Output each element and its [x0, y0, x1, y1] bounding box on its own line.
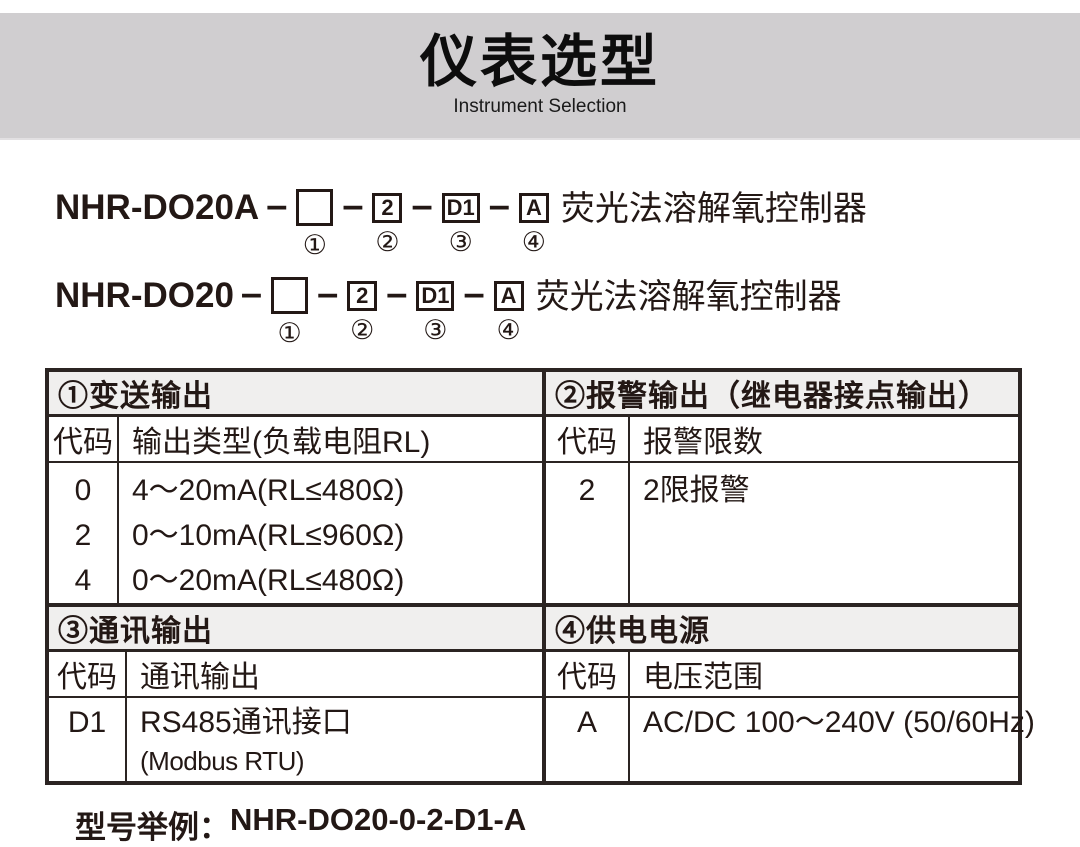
option-box-a: A — [518, 193, 549, 223]
dash-separator: – — [266, 185, 288, 227]
dash-separator: – — [411, 185, 433, 227]
section-title: ④供电电源 — [546, 607, 1018, 652]
circled-number-2: ② — [375, 227, 400, 257]
section-rows: A AC/DC 100～240V (50/60Hz) — [546, 698, 1035, 781]
page-title: 仪表选型 — [420, 29, 660, 94]
desc-values: RS485通讯接口 (Modbus RTU) — [127, 698, 542, 781]
section-rows: 2 2限报警 — [546, 463, 1018, 603]
section-power-supply: ④供电电源 代码 电压范围 A AC/DC 100～240V (50/60Hz) — [546, 607, 1035, 781]
model-example: 型号举例： NHR-DO20-0-2-D1-A — [75, 802, 1080, 847]
option-box-empty — [296, 189, 334, 226]
section-title: ②报警输出（继电器接点输出） — [546, 372, 1018, 417]
code-column-header: 代码 — [49, 417, 119, 461]
model-segment-2: 2 ② — [347, 274, 378, 345]
model-segment-4: A ④ — [493, 274, 524, 345]
desc-value: 4～20mA(RL≤480Ω) — [132, 474, 405, 507]
code-value: D1 — [67, 706, 107, 739]
section-rows: 0 2 4 4～20mA(RL≤480Ω) 0～10mA(RL≤960Ω) 0～… — [49, 463, 542, 603]
code-value: 4 — [74, 564, 92, 597]
column-headers: 代码 电压范围 — [546, 652, 1018, 698]
option-box-d1: D1 — [441, 193, 480, 223]
column-headers: 代码 通讯输出 — [49, 652, 542, 698]
code-values: A — [546, 698, 630, 781]
circled-number-2: ② — [350, 315, 375, 345]
desc-column-header: 电压范围 — [643, 661, 763, 694]
option-box-empty — [271, 277, 309, 314]
dash-separator: – — [488, 185, 510, 227]
section-transmit-output: ①变送输出 代码 输出类型(负载电阻RL) 0 2 4 4～20mA(RL≤48… — [49, 372, 546, 607]
desc-values: 2限报警 — [630, 463, 1018, 603]
model-segment-3: D1 ③ — [416, 274, 455, 345]
model-description: 荧光法溶解氧控制器 — [560, 190, 867, 228]
model-segment-2: 2 ② — [372, 186, 403, 257]
desc-value: AC/DC 100～240V (50/60Hz) — [643, 706, 1035, 739]
model-example-label: 型号举例： — [75, 810, 230, 845]
code-value: A — [576, 706, 597, 739]
model-line-nhr-do20: NHR-DO20 – ① – 2 ② – D1 ③ – A ④ 荧光法溶解氧控制… — [55, 274, 1080, 362]
desc-value: 2限报警 — [643, 474, 750, 507]
code-value: 2 — [578, 474, 596, 507]
desc-value: RS485通讯接口 — [140, 706, 352, 739]
option-box-2: 2 — [372, 193, 403, 223]
section-rows: D1 RS485通讯接口 (Modbus RTU) — [49, 698, 542, 781]
option-box-a: A — [493, 281, 524, 311]
section-communication-output: ③通讯输出 代码 通讯输出 D1 RS485通讯接口 (Modbus RTU) — [49, 607, 546, 781]
circled-number-1: ① — [302, 230, 327, 260]
code-column-header: 代码 — [546, 652, 630, 696]
model-segment-3: D1 ③ — [441, 186, 480, 257]
option-box-2: 2 — [347, 281, 378, 311]
option-box-d1: D1 — [416, 281, 455, 311]
code-column-header: 代码 — [546, 417, 630, 461]
dash-separator: – — [386, 273, 408, 315]
code-values: 0 2 4 — [49, 463, 119, 603]
desc-value-line2: (Modbus RTU) — [140, 746, 305, 776]
dash-separator: – — [240, 273, 263, 315]
code-column-header: 代码 — [49, 652, 127, 696]
desc-values: 4～20mA(RL≤480Ω) 0～10mA(RL≤960Ω) 0～20mA(R… — [119, 463, 542, 603]
page-header-banner: 仪表选型 Instrument Selection — [0, 13, 1080, 140]
circled-number-4: ④ — [521, 227, 546, 257]
dash-separator: – — [342, 185, 364, 227]
code-value: 0 — [74, 474, 92, 507]
desc-column-header: 报警限数 — [643, 426, 763, 459]
selection-table: ①变送输出 代码 输出类型(负载电阻RL) 0 2 4 4～20mA(RL≤48… — [45, 368, 1035, 785]
desc-column-header: 通讯输出 — [140, 661, 260, 694]
model-example-value: NHR-DO20-0-2-D1-A — [230, 802, 527, 837]
desc-column-header: 输出类型(负载电阻RL) — [132, 426, 431, 459]
page-subtitle: Instrument Selection — [453, 96, 627, 118]
dash-separator: – — [317, 273, 339, 315]
column-headers: 代码 输出类型(负载电阻RL) — [49, 417, 542, 463]
model-segment-1: ① — [296, 186, 334, 260]
model-line-nhr-do20a: NHR-DO20A – ① – 2 ② – D1 ③ – A ④ 荧光法溶解氧控… — [55, 186, 1080, 274]
code-values: 2 — [546, 463, 630, 603]
model-segment-4: A ④ — [518, 186, 549, 257]
model-segment-1: ① — [271, 274, 309, 348]
circled-number-3: ③ — [448, 227, 473, 257]
section-alarm-output: ②报警输出（继电器接点输出） 代码 报警限数 2 2限报警 — [546, 372, 1018, 607]
desc-values: AC/DC 100～240V (50/60Hz) — [630, 698, 1035, 781]
dash-separator: – — [463, 273, 485, 315]
column-headers: 代码 报警限数 — [546, 417, 1018, 463]
model-prefix: NHR-DO20 — [55, 276, 234, 315]
code-values: D1 — [49, 698, 127, 781]
model-code-diagram: NHR-DO20A – ① – 2 ② – D1 ③ – A ④ 荧光法溶解氧控… — [55, 186, 1080, 362]
code-value: 2 — [74, 519, 92, 552]
circled-number-4: ④ — [496, 315, 521, 345]
section-title: ①变送输出 — [49, 372, 542, 417]
model-prefix: NHR-DO20A — [55, 188, 260, 227]
circled-number-3: ③ — [423, 315, 448, 345]
model-description: 荧光法溶解氧控制器 — [535, 278, 842, 316]
desc-value: 0～20mA(RL≤480Ω) — [132, 564, 405, 597]
desc-value: 0～10mA(RL≤960Ω) — [132, 519, 405, 552]
section-title: ③通讯输出 — [49, 607, 542, 652]
circled-number-1: ① — [277, 318, 302, 348]
